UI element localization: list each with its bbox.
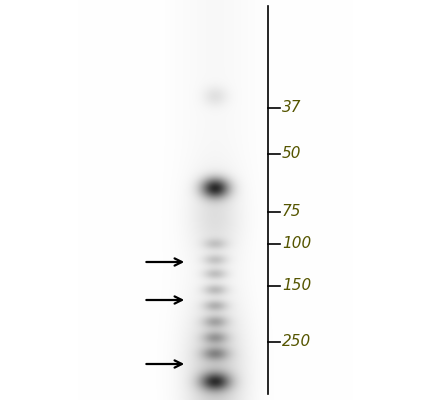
- Text: 250: 250: [281, 334, 310, 350]
- Text: 50: 50: [281, 146, 301, 162]
- Text: 37: 37: [281, 100, 301, 116]
- Text: 75: 75: [281, 204, 301, 220]
- Text: 150: 150: [281, 278, 310, 294]
- Text: 100: 100: [281, 236, 310, 252]
